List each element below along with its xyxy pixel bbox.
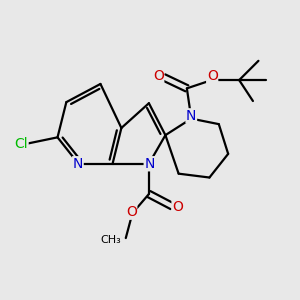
Text: CH₃: CH₃ [100,235,122,245]
Text: Cl: Cl [14,137,28,151]
Text: N: N [186,109,196,123]
Text: N: N [73,157,83,171]
Text: O: O [207,69,218,83]
Text: O: O [172,200,183,214]
Text: O: O [126,205,137,219]
Text: O: O [153,69,164,83]
Text: N: N [144,157,154,171]
